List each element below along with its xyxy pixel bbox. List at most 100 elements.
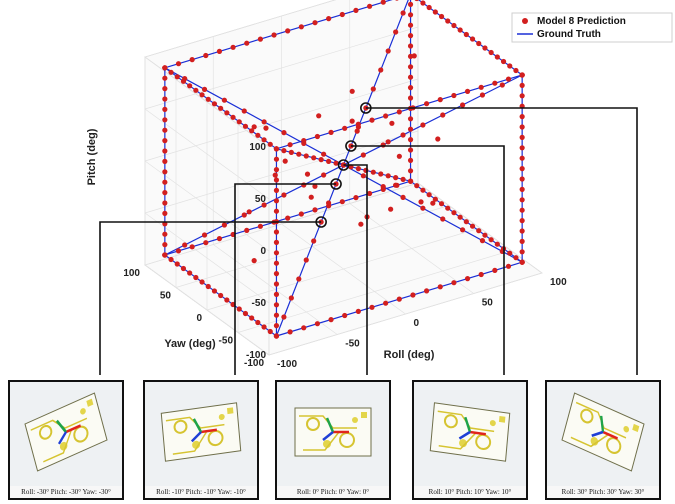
prediction-point [182, 242, 188, 248]
prediction-point [261, 137, 267, 143]
prediction-point [318, 157, 324, 163]
prediction-point [273, 177, 280, 183]
prediction-point [410, 292, 416, 298]
prediction-point [273, 229, 280, 235]
prediction-point [242, 123, 249, 129]
y-tick-label: 0 [196, 313, 202, 324]
prediction-point [519, 228, 525, 234]
prediction-point [201, 86, 208, 92]
grid-line [144, 160, 270, 252]
prediction-point [271, 32, 277, 38]
prediction-point [464, 276, 471, 282]
y-tick-label: 100 [123, 268, 140, 279]
prediction-point [273, 167, 280, 173]
z-tick-label: -100 [246, 350, 266, 361]
prediction-point [407, 74, 414, 80]
grid-line [144, 0, 336, 58]
prediction-point [407, 168, 414, 174]
prediction-point [273, 187, 280, 193]
prediction-point [311, 238, 317, 244]
prediction-point [519, 259, 525, 265]
x-tick-label: 100 [550, 277, 567, 288]
callout-line [343, 164, 368, 375]
prediction-point [380, 142, 386, 148]
prediction-point [281, 130, 287, 136]
prediction-point [507, 63, 513, 69]
prediction-point [407, 95, 414, 101]
prediction-point [479, 238, 486, 244]
prediction-point [519, 155, 525, 161]
prediction-point [333, 160, 339, 166]
prediction-point [426, 192, 432, 198]
prediction-point [407, 178, 414, 184]
prediction-point [187, 83, 193, 89]
prediction-point [261, 202, 267, 208]
prediction-point [312, 20, 318, 26]
prediction-point [273, 260, 280, 266]
prediction-point [438, 13, 445, 20]
pose-thumbnail: Roll: 0° Pitch: 0° Yaw: 0° [275, 380, 391, 500]
x-tick-label: 0 [414, 318, 420, 329]
prediction-point [162, 138, 168, 144]
prediction-point [298, 211, 304, 217]
prediction-point [383, 113, 389, 119]
prediction-point-outlier [251, 124, 257, 130]
prediction-point [400, 176, 406, 182]
prediction-point [451, 92, 457, 99]
prediction-point-outlier [263, 125, 269, 131]
pose-caption: Roll: -30° Pitch: -30° Yaw: -30° [21, 488, 111, 496]
prediction-point [273, 333, 280, 339]
prediction-point [457, 214, 463, 220]
grid-line [144, 26, 419, 110]
prediction-point-outlier [385, 139, 391, 145]
pcb-render [145, 382, 257, 486]
callout-line [365, 107, 638, 375]
prediction-point [281, 192, 287, 198]
chart-plot-area: -100-50050100-100-50050100-100-50050100 … [86, 0, 673, 375]
prediction-point [385, 173, 391, 179]
y-axis-label: Yaw (deg) [164, 338, 216, 350]
prediction-point [189, 57, 195, 63]
prediction-point [519, 238, 525, 244]
prediction-point [369, 117, 375, 123]
x-tick-label: -50 [345, 339, 360, 350]
prediction-point [162, 190, 168, 196]
prediction-point [221, 97, 227, 103]
prediction-point [407, 147, 414, 153]
prediction-point [211, 101, 218, 107]
grid-line [144, 182, 419, 266]
prediction-point [407, 22, 414, 28]
prediction-point [296, 151, 302, 157]
legend-label-ground-truth: Ground Truth [537, 29, 601, 40]
prediction-point [218, 105, 224, 111]
prediction-point [255, 132, 261, 138]
prediction-point [353, 195, 359, 201]
prediction-point-outlier [389, 120, 395, 126]
prediction-point [326, 16, 332, 22]
prediction-point [342, 312, 348, 319]
legend-marker-prediction [522, 18, 528, 24]
prediction-point [281, 314, 287, 320]
pose-caption: Roll: 30° Pitch: 30° Yaw: 30° [561, 488, 645, 496]
prediction-point [519, 145, 525, 151]
prediction-point [339, 199, 345, 205]
prediction-point [273, 291, 280, 297]
prediction-point [273, 281, 280, 287]
prediction-point [162, 127, 168, 133]
prediction-point [298, 24, 304, 30]
prediction-point [180, 265, 187, 272]
x-tick-label: 50 [482, 298, 494, 309]
prediction-point [162, 106, 168, 112]
prediction-point [281, 148, 287, 154]
prediction-point [326, 158, 332, 164]
prediction-point [500, 58, 507, 65]
grid-line [175, 205, 450, 288]
prediction-point [244, 40, 250, 46]
prediction-point [437, 284, 443, 290]
z-tick-label: 50 [255, 194, 267, 205]
prediction-point [273, 198, 280, 204]
grid-lines [144, 0, 543, 356]
prediction-point [482, 45, 488, 51]
prediction-point [201, 232, 208, 238]
prediction-point [174, 261, 180, 267]
